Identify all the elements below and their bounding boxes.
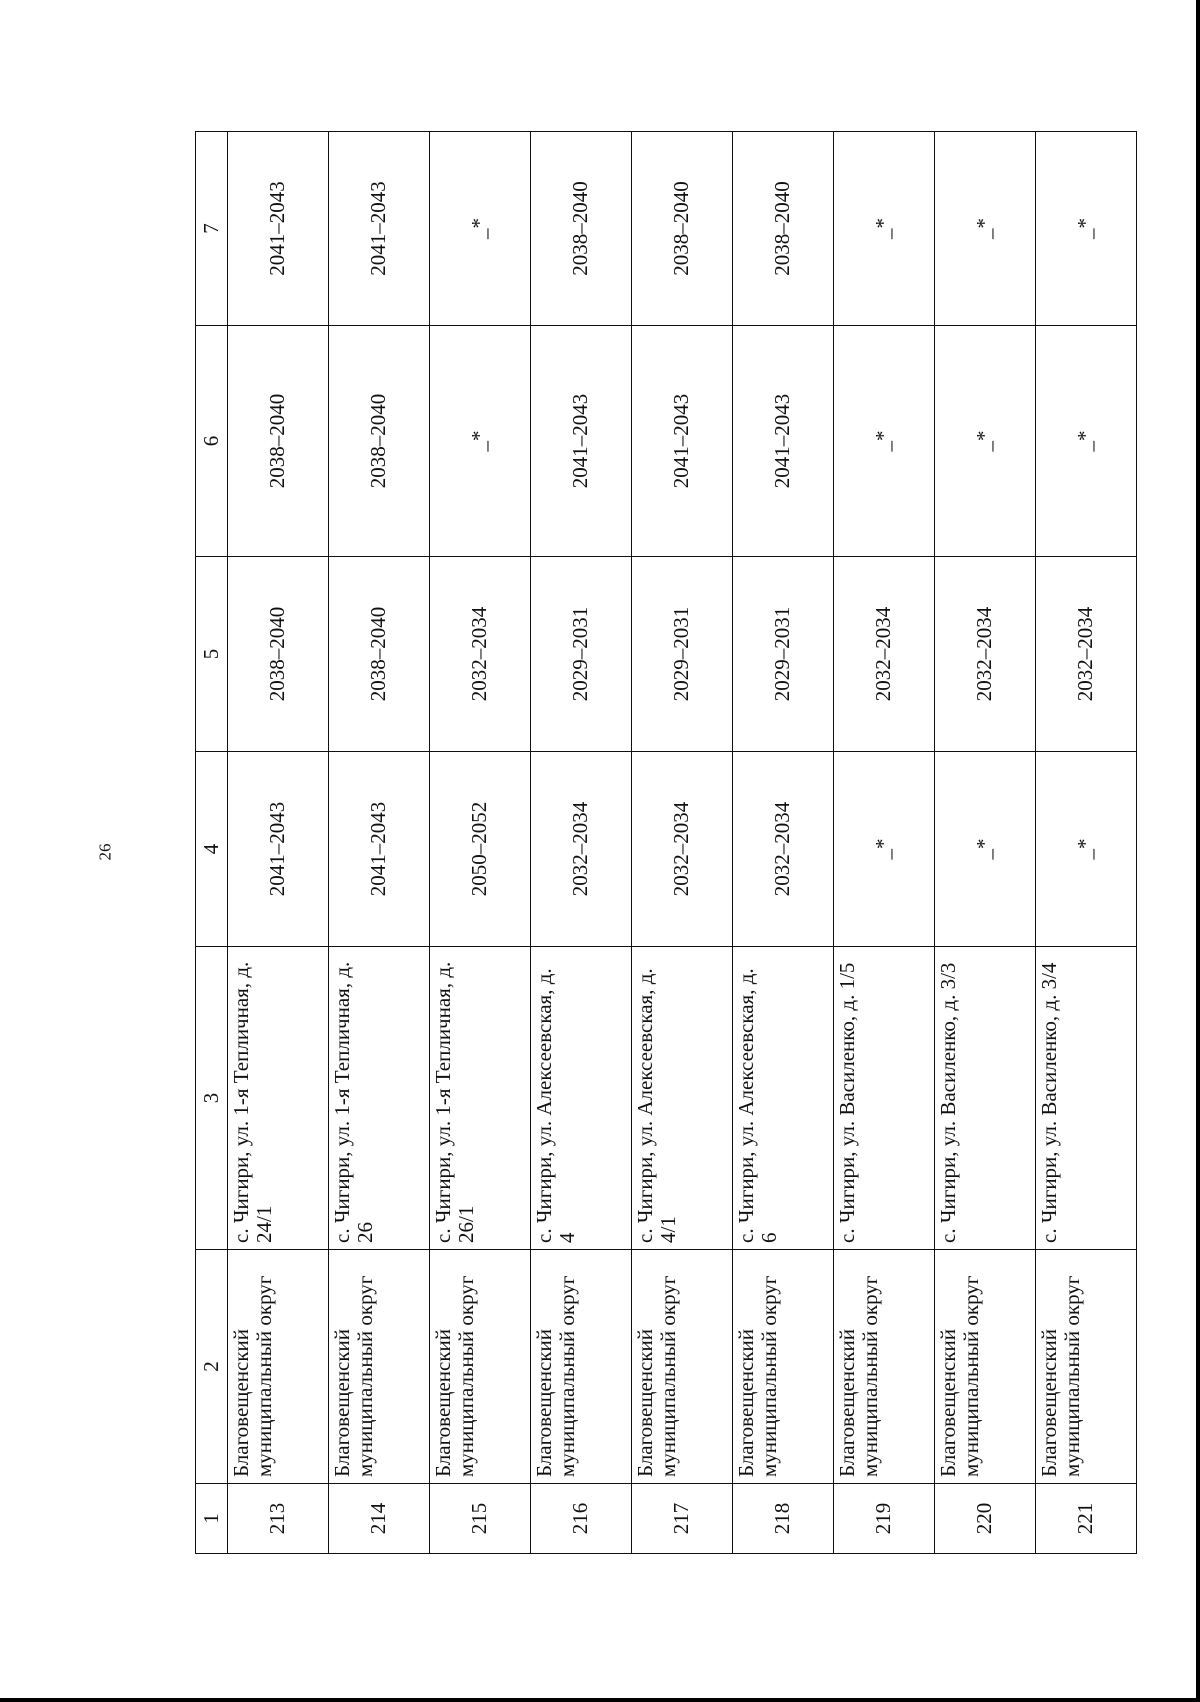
column-header: 1: [195, 1483, 228, 1554]
column-header: 7: [195, 131, 228, 326]
address-cell: с. Чигири, ул. 1-я Тепличная, д. 26/1: [429, 946, 531, 1250]
rotated-table-container: 1 2 3 4 5 6 7 213 Благовещенский муниципа…: [195, 131, 1137, 1554]
period-cell: 2038–2040: [328, 325, 430, 557]
district-cell: Благовещенский муниципальный округ: [1035, 1249, 1137, 1484]
period-cell: _*: [1035, 751, 1137, 947]
table-row: 215 Благовещенский муниципальный округ с. …: [429, 131, 531, 1554]
period-cell: 2032–2034: [429, 556, 531, 752]
period-cell: 2032–2034: [833, 556, 935, 752]
row-number: 216: [530, 1483, 632, 1554]
period-cell: 2050–2052: [429, 751, 531, 947]
address-cell: с. Чигири, ул. Василенко, д. 3/4: [1035, 946, 1137, 1250]
period-cell: 2029–2031: [732, 556, 834, 752]
period-cell: _*: [934, 751, 1036, 947]
page-number: 26: [95, 843, 115, 861]
district-cell: Благовещенский муниципальный округ: [934, 1249, 1036, 1484]
period-cell: 2041–2043: [530, 325, 632, 557]
table-row: 213 Благовещенский муниципальный округ с. …: [227, 131, 329, 1554]
district-cell: Благовещенский муниципальный округ: [631, 1249, 733, 1484]
table-row: 219 Благовещенский муниципальный округ с. …: [833, 131, 935, 1554]
row-number: 217: [631, 1483, 733, 1554]
column-header: 3: [195, 946, 228, 1250]
column-header: 4: [195, 751, 228, 947]
period-cell: _*: [833, 325, 935, 557]
row-number: 215: [429, 1483, 531, 1554]
district-cell: Благовещенский муниципальный округ: [429, 1249, 531, 1484]
period-cell: 2041–2043: [227, 131, 329, 326]
row-number: 213: [227, 1483, 329, 1554]
column-header: 5: [195, 556, 228, 752]
period-cell: 2032–2034: [732, 751, 834, 947]
district-cell: Благовещенский муниципальный округ: [732, 1249, 834, 1484]
period-cell: 2038–2040: [732, 131, 834, 326]
period-cell: _*: [833, 751, 935, 947]
address-cell: с. Чигири, ул. Алексеевская, д. 4/1: [631, 946, 733, 1250]
address-cell: с. Чигири, ул. Василенко, д. 3/3: [934, 946, 1036, 1250]
period-cell: _*: [934, 131, 1036, 326]
period-cell: 2038–2040: [227, 325, 329, 557]
address-cell: с. Чигири, ул. Алексеевская, д. 4: [530, 946, 632, 1250]
period-cell: _*: [1035, 131, 1137, 326]
period-cell: _*: [429, 325, 531, 557]
period-cell: 2032–2034: [1035, 556, 1137, 752]
period-cell: 2038–2040: [328, 556, 430, 752]
district-cell: Благовещенский муниципальный округ: [833, 1249, 935, 1484]
address-cell: с. Чигири, ул. 1-я Тепличная, д. 24/1: [227, 946, 329, 1250]
period-cell: _*: [934, 325, 1036, 557]
period-cell: 2029–2031: [530, 556, 632, 752]
address-cell: с. Чигири, ул. 1-я Тепличная, д. 26: [328, 946, 430, 1250]
period-cell: 2038–2040: [227, 556, 329, 752]
address-cell: с. Чигири, ул. Василенко, д. 1/5: [833, 946, 935, 1250]
period-cell: 2041–2043: [732, 325, 834, 557]
period-cell: _*: [1035, 325, 1137, 557]
period-cell: 2041–2043: [328, 751, 430, 947]
table-row: 220 Благовещенский муниципальный округ с. …: [934, 131, 1036, 1554]
period-cell: 2038–2040: [530, 131, 632, 326]
table-row: 214 Благовещенский муниципальный округ с. …: [328, 131, 430, 1554]
table-row: 216 Благовещенский муниципальный округ с. …: [530, 131, 632, 1554]
period-cell: 2041–2043: [328, 131, 430, 326]
schedule-table: 1 2 3 4 5 6 7 213 Благовещенский муниципа…: [195, 131, 1137, 1554]
table-row: 217 Благовещенский муниципальный округ с. …: [631, 131, 733, 1554]
row-number: 220: [934, 1483, 1036, 1554]
period-cell: _*: [429, 131, 531, 326]
address-cell: с. Чигири, ул. Алексеевская, д. 6: [732, 946, 834, 1250]
period-cell: 2029–2031: [631, 556, 733, 752]
period-cell: 2038–2040: [631, 131, 733, 326]
period-cell: 2032–2034: [631, 751, 733, 947]
scan-edge-right: [1196, 0, 1200, 1702]
row-number: 221: [1035, 1483, 1137, 1554]
period-cell: _*: [833, 131, 935, 326]
district-cell: Благовещенский муниципальный округ: [328, 1249, 430, 1484]
row-number: 219: [833, 1483, 935, 1554]
table-row: 218 Благовещенский муниципальный округ с. …: [732, 131, 834, 1554]
row-number: 214: [328, 1483, 430, 1554]
period-cell: 2041–2043: [631, 325, 733, 557]
period-cell: 2041–2043: [227, 751, 329, 947]
district-cell: Благовещенский муниципальный округ: [530, 1249, 632, 1484]
table-row: 221 Благовещенский муниципальный округ с. …: [1035, 131, 1137, 1554]
column-header: 6: [195, 325, 228, 557]
period-cell: 2032–2034: [530, 751, 632, 947]
column-header: 2: [195, 1249, 228, 1484]
row-number: 218: [732, 1483, 834, 1554]
header-row: 1 2 3 4 5 6 7: [195, 131, 228, 1554]
district-cell: Благовещенский муниципальный округ: [227, 1249, 329, 1484]
scan-edge-bottom: [0, 1698, 1200, 1702]
period-cell: 2032–2034: [934, 556, 1036, 752]
